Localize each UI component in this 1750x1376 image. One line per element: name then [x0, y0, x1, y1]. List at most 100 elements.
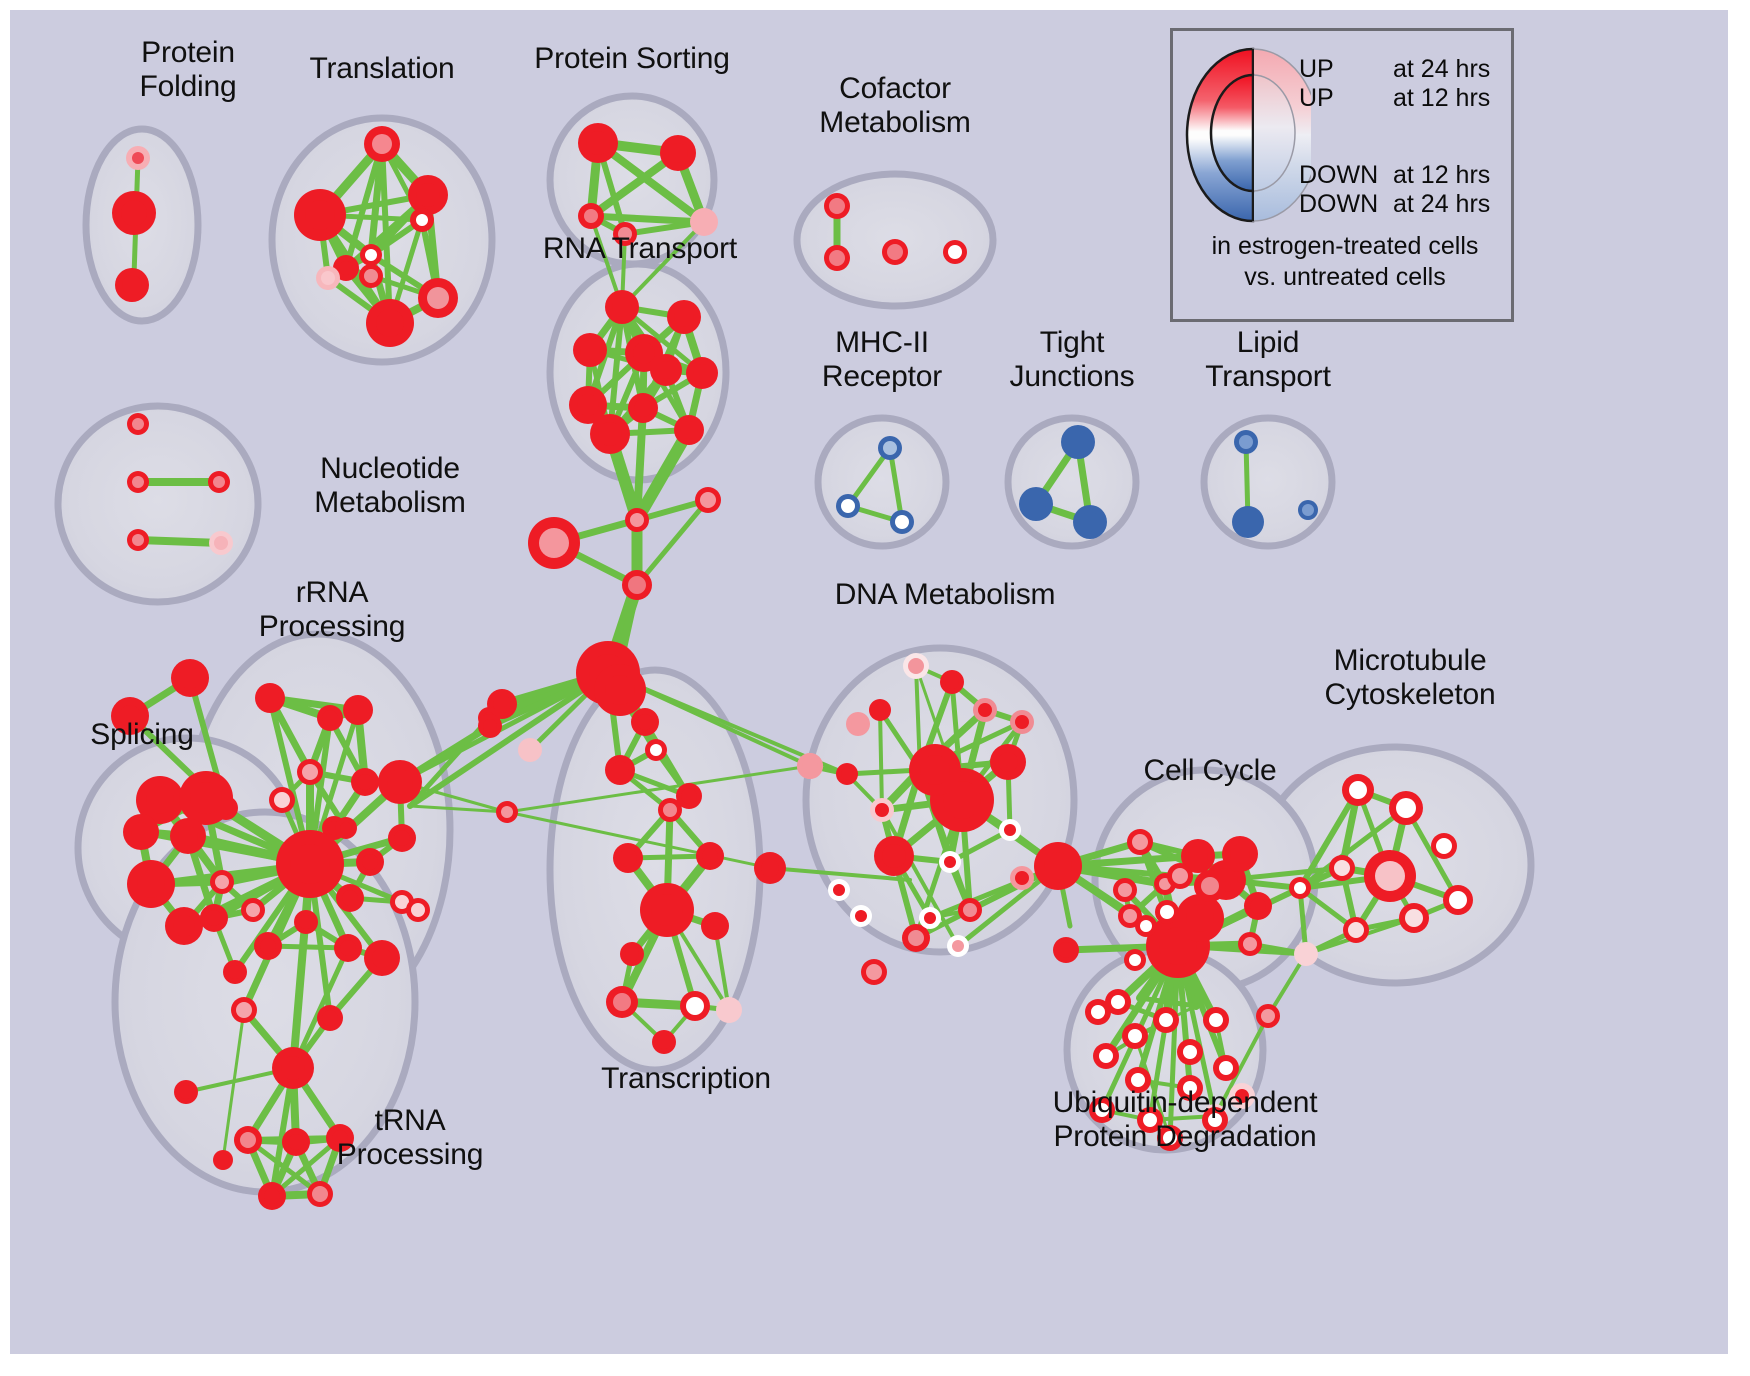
node: [874, 836, 914, 876]
node: [406, 898, 430, 922]
cluster-label-microtubule: Microtubule Cytoskeleton: [1324, 644, 1496, 711]
cluster-label-mhc-ii-receptor: MHC-II Receptor: [821, 326, 943, 393]
node: [660, 135, 696, 171]
node: [824, 193, 850, 219]
node: [255, 683, 285, 713]
node: [1127, 829, 1153, 855]
cluster-label-cell-cycle: Cell Cycle: [1143, 754, 1277, 787]
node: [1294, 942, 1318, 966]
legend-state-down-24: DOWN: [1299, 190, 1379, 218]
node: [690, 208, 718, 236]
node: [317, 1005, 343, 1031]
cluster-label-nucleotide-metabolism: Nucleotide Metabolism: [314, 452, 466, 519]
node: [902, 924, 930, 952]
node: [209, 531, 233, 555]
node: [940, 670, 964, 694]
node: [165, 907, 203, 945]
node: [631, 708, 659, 736]
node: [578, 203, 604, 229]
node: [578, 123, 618, 163]
node: [1389, 791, 1423, 825]
node: [326, 1124, 354, 1152]
node: [1135, 915, 1157, 937]
node: [241, 898, 265, 922]
node: [573, 333, 607, 367]
legend-row-up-12: UP at 12 hrs: [1299, 84, 1511, 113]
node: [1256, 1004, 1280, 1028]
node: [1342, 774, 1374, 806]
node: [628, 393, 658, 423]
node: [1019, 487, 1053, 521]
node: [388, 824, 416, 852]
network-graph: [54, 92, 1535, 1210]
node: [680, 991, 710, 1021]
node: [366, 299, 414, 347]
node: [674, 415, 704, 445]
node: [939, 851, 961, 873]
node: [171, 659, 209, 697]
node: [410, 208, 434, 232]
node: [1137, 1107, 1163, 1133]
legend-row-down-24: DOWN at 24 hrs: [1299, 190, 1511, 219]
legend-row-up-24: UP at 24 hrs: [1299, 55, 1511, 84]
legend-rows: UP at 24 hrs UP at 12 hrs DOWN at 12 hrs…: [1299, 55, 1511, 219]
node: [676, 783, 702, 809]
cluster-label-trna-processing: tRNA Processing: [336, 1104, 484, 1171]
node: [127, 471, 149, 493]
node: [317, 705, 343, 731]
node: [1181, 839, 1215, 873]
blob-mhc-ii-receptor: [814, 414, 950, 550]
node: [126, 146, 150, 170]
node: [1329, 855, 1355, 881]
node: [1202, 1107, 1228, 1133]
node: [620, 942, 644, 966]
node: [316, 266, 340, 290]
node: [1113, 878, 1137, 902]
node: [1244, 892, 1272, 920]
node: [1176, 894, 1224, 942]
node: [496, 801, 518, 823]
node: [846, 712, 870, 736]
node: [1124, 949, 1146, 971]
node: [223, 960, 247, 984]
node: [1089, 1097, 1115, 1123]
cluster-label-rna-transport: RNA Transport: [542, 232, 738, 265]
node: [1203, 1007, 1229, 1033]
node: [418, 278, 458, 318]
legend-swatch: [1185, 47, 1311, 223]
node: [797, 753, 823, 779]
node: [364, 940, 400, 976]
node: [174, 1080, 198, 1104]
node: [1155, 900, 1179, 924]
node: [282, 1128, 310, 1156]
node: [1010, 710, 1034, 734]
cluster-label-ubiquitin-degradation: Ubiquitin-dependent Protein Degradation: [1052, 1086, 1318, 1153]
edges-nucleotide: [134, 478, 225, 547]
network-nodes: [111, 123, 1473, 1210]
node: [850, 905, 872, 927]
node: [1222, 836, 1258, 872]
node: [336, 884, 364, 912]
node: [650, 354, 682, 386]
node: [1125, 1067, 1151, 1093]
node: [478, 714, 502, 738]
node: [870, 798, 894, 822]
node: [947, 935, 969, 957]
node: [695, 487, 721, 513]
cluster-label-translation: Translation: [309, 52, 455, 85]
node: [882, 239, 908, 265]
node: [667, 300, 701, 334]
node: [613, 222, 637, 246]
node: [605, 755, 635, 785]
node: [686, 357, 718, 389]
node: [696, 842, 724, 870]
network-canvas: Protein Folding Translation Protein Sort…: [10, 10, 1728, 1354]
node: [890, 510, 914, 534]
node: [1177, 1075, 1203, 1101]
node: [364, 126, 400, 162]
node: [356, 848, 384, 876]
node: [1213, 1055, 1239, 1081]
legend-time-up-24: at 24 hrs: [1393, 55, 1491, 83]
node: [1153, 1007, 1179, 1033]
node: [594, 664, 646, 716]
